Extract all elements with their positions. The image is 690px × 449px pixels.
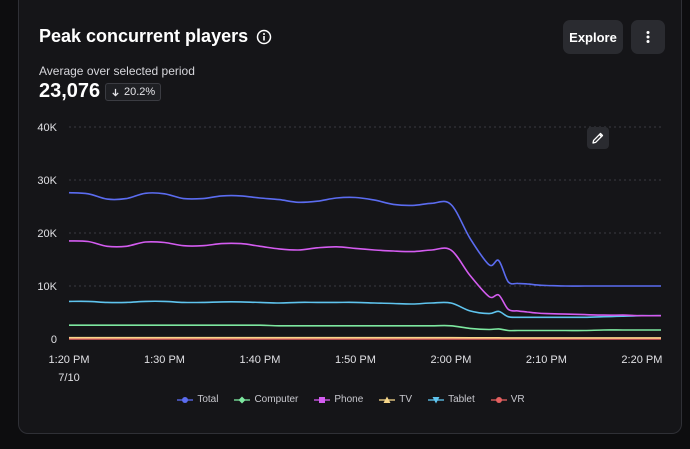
chart-legend: Total Computer Phone TV Tablet VR xyxy=(19,394,683,405)
legend-label: Tablet xyxy=(448,394,475,405)
x-tick-label: 2:10 PM xyxy=(526,354,567,366)
legend-marker-icon xyxy=(490,395,507,405)
series-line-computer[interactable] xyxy=(69,324,661,332)
y-tick-label: 40K xyxy=(37,122,57,134)
legend-marker-icon xyxy=(234,395,251,405)
legend-label: Computer xyxy=(254,394,299,405)
y-tick-label: 20K xyxy=(37,228,57,240)
delta-badge: 20.2% xyxy=(105,83,162,101)
edit-button[interactable] xyxy=(587,127,609,149)
delta-value: 20.2% xyxy=(124,86,156,98)
chart-title: Peak concurrent players xyxy=(39,26,249,46)
series-line-phone[interactable] xyxy=(68,240,662,317)
legend-label: Total xyxy=(197,394,219,405)
explore-button[interactable]: Explore xyxy=(563,20,623,54)
chart-card: Peak concurrent players Explore Average … xyxy=(18,0,682,434)
x-tick-label: 1:30 PM xyxy=(144,354,185,366)
legend-item-total[interactable]: Total xyxy=(177,394,218,405)
x-tick-label: 1:40 PM xyxy=(239,354,280,366)
legend-item-tablet[interactable]: Tablet xyxy=(428,394,475,405)
legend-marker-icon xyxy=(428,395,445,405)
legend-item-computer[interactable]: Computer xyxy=(234,394,298,405)
y-tick-label: 0 xyxy=(51,334,57,346)
line-chart: 0 10K 20K 30K 40K 1:20 PM 7/10 1:30 PM 1:40 PM 1:… xyxy=(37,122,662,384)
legend-marker-icon xyxy=(379,395,396,405)
legend-marker-icon xyxy=(177,395,194,405)
y-tick-label: 30K xyxy=(37,175,57,187)
series-line-tablet[interactable] xyxy=(68,300,662,319)
legend-label: VR xyxy=(510,394,525,405)
series-line-total[interactable] xyxy=(68,191,661,287)
arrow-down-icon xyxy=(112,88,119,97)
average-value: 23,076 xyxy=(39,80,101,102)
x-tick-sublabel: 7/10 xyxy=(58,372,79,384)
x-tick-label: 2:20 PM xyxy=(621,354,662,366)
x-tick-label: 1:50 PM xyxy=(335,354,376,366)
average-label: Average over selected period xyxy=(39,64,195,78)
x-tick-label: 1:20 PM xyxy=(49,354,90,366)
legend-item-phone[interactable]: Phone xyxy=(314,394,363,405)
more-vertical-icon xyxy=(646,31,650,43)
legend-label: TV xyxy=(399,394,413,405)
legend-item-vr[interactable]: VR xyxy=(490,394,525,405)
legend-marker-icon xyxy=(314,395,331,405)
x-tick-label: 2:00 PM xyxy=(430,354,471,366)
title-row: Peak concurrent players xyxy=(39,26,272,47)
pencil-icon xyxy=(592,132,604,144)
more-options-button[interactable] xyxy=(631,20,665,54)
info-icon[interactable] xyxy=(256,29,272,45)
legend-label: Phone xyxy=(334,394,364,405)
y-tick-label: 10K xyxy=(37,281,57,293)
legend-item-tv[interactable]: TV xyxy=(379,394,412,405)
